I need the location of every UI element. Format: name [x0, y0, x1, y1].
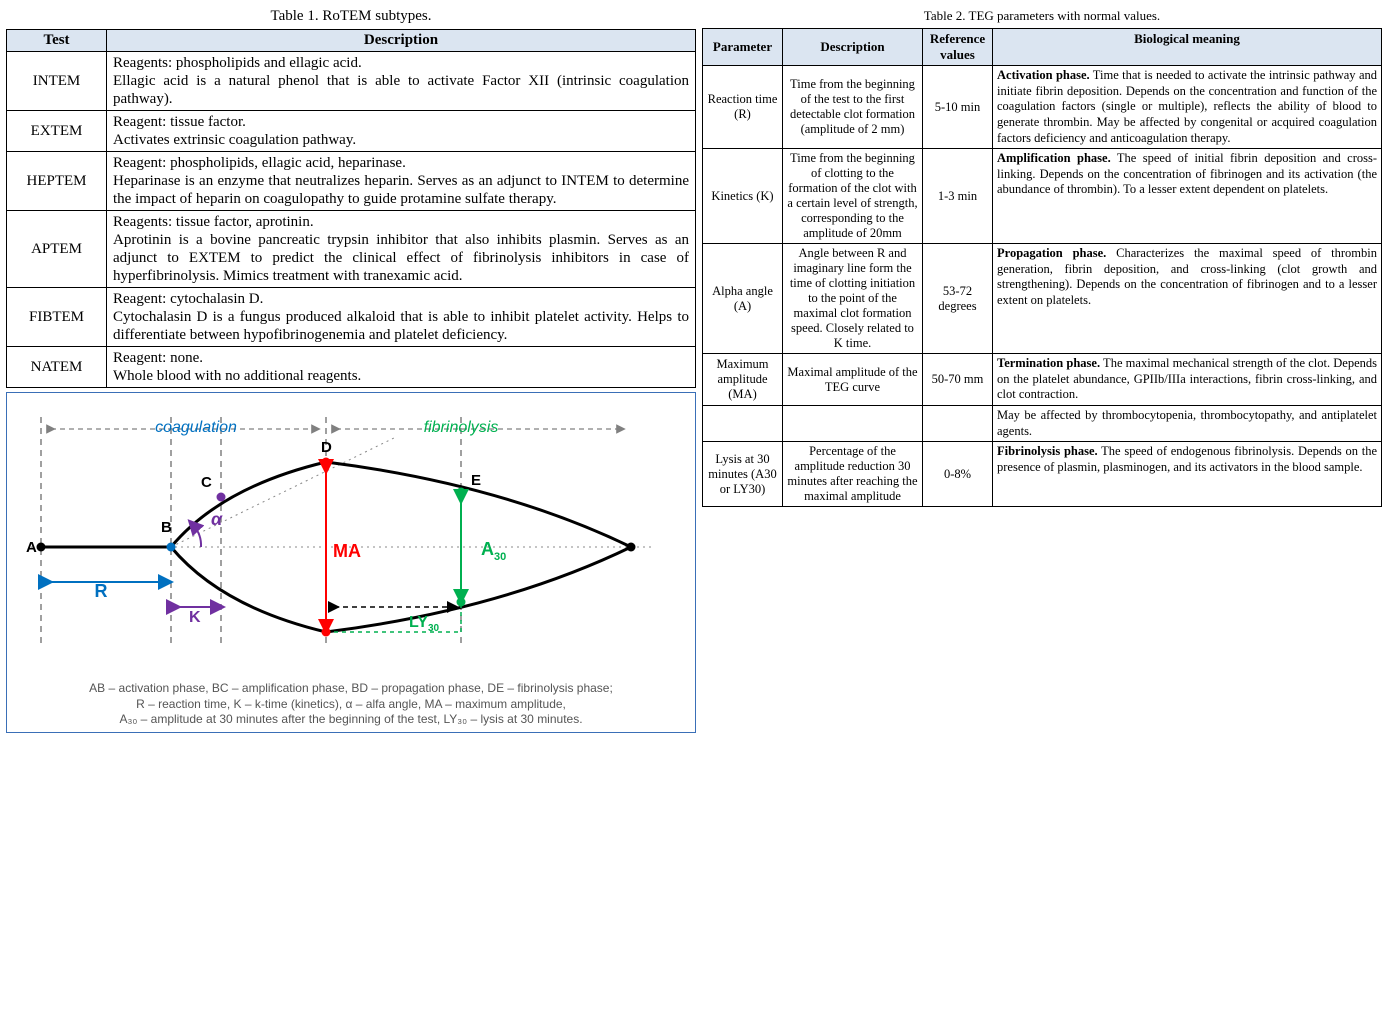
- table-row: Reaction time (R)Time from the beginning…: [703, 66, 1382, 149]
- svg-text:LY30: LY30: [409, 614, 440, 634]
- table1-desc-cell: Reagents: tissue factor, aprotinin.Aprot…: [107, 211, 696, 288]
- table2-cell: Time from the beginning of the test to t…: [783, 66, 923, 149]
- table-row: Alpha angle (A)Angle between R and imagi…: [703, 244, 1382, 354]
- svg-text:B: B: [161, 519, 172, 536]
- table2-cell: 1-3 min: [923, 149, 993, 244]
- svg-text:D: D: [321, 439, 332, 456]
- table-row: Kinetics (K)Time from the beginning of c…: [703, 149, 1382, 244]
- svg-text:A30: A30: [481, 539, 506, 563]
- table2-cell: Maximal amplitude of the TEG curve: [783, 354, 923, 406]
- table-row: FIBTEMReagent: cytochalasin D.Cytochalas…: [7, 288, 696, 347]
- page: Table 1. RoTEM subtypes. Test Descriptio…: [6, 6, 1388, 733]
- table1-test-cell: EXTEM: [7, 111, 107, 152]
- table-row: May be affected by thrombocytopenia, thr…: [703, 406, 1382, 442]
- table2-cell: Fibrinolysis phase. The speed of endogen…: [993, 442, 1382, 507]
- table1-desc-cell: Reagent: cytochalasin D.Cytochalasin D i…: [107, 288, 696, 347]
- table-row: HEPTEMReagent: phospholipids, ellagic ac…: [7, 152, 696, 211]
- table2-cell: 50-70 mm: [923, 354, 993, 406]
- table2-cell: Percentage of the amplitude reduction 30…: [783, 442, 923, 507]
- table-row: APTEMReagents: tissue factor, aprotinin.…: [7, 211, 696, 288]
- svg-text:K: K: [189, 609, 201, 626]
- table2-cell: Termination phase. The maximal mechanica…: [993, 354, 1382, 406]
- table2-cell: [923, 406, 993, 442]
- table-row: Maximum amplitude (MA)Maximal amplitude …: [703, 354, 1382, 406]
- table1-header-desc: Description: [107, 30, 696, 52]
- svg-text:coagulation: coagulation: [155, 419, 237, 436]
- right-column: Table 2. TEG parameters with normal valu…: [702, 6, 1382, 507]
- teg-diagram-legend: AB – activation phase, BC – amplificatio…: [11, 681, 691, 728]
- table2-cell: Kinetics (K): [703, 149, 783, 244]
- left-column: Table 1. RoTEM subtypes. Test Descriptio…: [6, 6, 696, 733]
- table1-header-test: Test: [7, 30, 107, 52]
- table1-desc-cell: Reagent: none.Whole blood with no additi…: [107, 347, 696, 388]
- svg-text:C: C: [201, 474, 212, 491]
- table2-cell: Maximum amplitude (MA): [703, 354, 783, 406]
- table2-cell: [703, 406, 783, 442]
- table2-header-bio: Biological meaning: [993, 29, 1382, 66]
- table2-cell: 0-8%: [923, 442, 993, 507]
- table-row: Lysis at 30 minutes (A30 or LY30)Percent…: [703, 442, 1382, 507]
- table2-cell: Time from the beginning of clotting to t…: [783, 149, 923, 244]
- table1-test-cell: NATEM: [7, 347, 107, 388]
- table2-cell: Lysis at 30 minutes (A30 or LY30): [703, 442, 783, 507]
- table-row: NATEMReagent: none.Whole blood with no a…: [7, 347, 696, 388]
- legend-line: R – reaction time, K – k-time (kinetics)…: [11, 697, 691, 713]
- table2-cell: [783, 406, 923, 442]
- table1-test-cell: HEPTEM: [7, 152, 107, 211]
- table1-caption: Table 1. RoTEM subtypes.: [6, 8, 696, 25]
- table2-caption: Table 2. TEG parameters with normal valu…: [702, 8, 1382, 24]
- table2-header-ref: Reference values: [923, 29, 993, 66]
- table1: Test Description INTEMReagents: phosphol…: [6, 29, 696, 388]
- teg-diagram: coagulation fibrinolysis A B C D E R Kα MA A30 LY30…: [6, 392, 696, 733]
- table1-test-cell: FIBTEM: [7, 288, 107, 347]
- table1-desc-cell: Reagent: phospholipids, ellagic acid, he…: [107, 152, 696, 211]
- svg-text:fibrinolysis: fibrinolysis: [424, 419, 499, 436]
- table2-header-desc: Description: [783, 29, 923, 66]
- table2: Parameter Description Reference values B…: [702, 28, 1382, 507]
- table2-cell: 5-10 min: [923, 66, 993, 149]
- table2-cell: Angle between R and imaginary line form …: [783, 244, 923, 354]
- table1-desc-cell: Reagents: phospholipids and ellagic acid…: [107, 52, 696, 111]
- table2-cell: Amplification phase. The speed of initia…: [993, 149, 1382, 244]
- svg-text:MA: MA: [333, 541, 361, 561]
- table1-test-cell: INTEM: [7, 52, 107, 111]
- table2-cell: Propagation phase. Characterizes the max…: [993, 244, 1382, 354]
- legend-line: A₃₀ – amplitude at 30 minutes after the …: [11, 712, 691, 728]
- svg-text:E: E: [471, 472, 481, 489]
- legend-line: AB – activation phase, BC – amplificatio…: [11, 681, 691, 697]
- table2-cell: May be affected by thrombocytopenia, thr…: [993, 406, 1382, 442]
- svg-text:A: A: [26, 539, 37, 556]
- table1-desc-cell: Reagent: tissue factor.Activates extrins…: [107, 111, 696, 152]
- table1-test-cell: APTEM: [7, 211, 107, 288]
- svg-text:R: R: [95, 581, 108, 601]
- table-row: EXTEMReagent: tissue factor.Activates ex…: [7, 111, 696, 152]
- svg-text:α: α: [211, 509, 223, 529]
- table2-cell: Reaction time (R): [703, 66, 783, 149]
- table2-cell: Alpha angle (A): [703, 244, 783, 354]
- table2-header-row: Parameter Description Reference values B…: [703, 29, 1382, 66]
- table1-header-row: Test Description: [7, 30, 696, 52]
- table2-cell: 53-72 degrees: [923, 244, 993, 354]
- teg-curve-svg: coagulation fibrinolysis A B C D E R Kα MA A30 LY30: [11, 397, 691, 677]
- table2-cell: Activation phase. Time that is needed to…: [993, 66, 1382, 149]
- table-row: INTEMReagents: phospholipids and ellagic…: [7, 52, 696, 111]
- table2-header-param: Parameter: [703, 29, 783, 66]
